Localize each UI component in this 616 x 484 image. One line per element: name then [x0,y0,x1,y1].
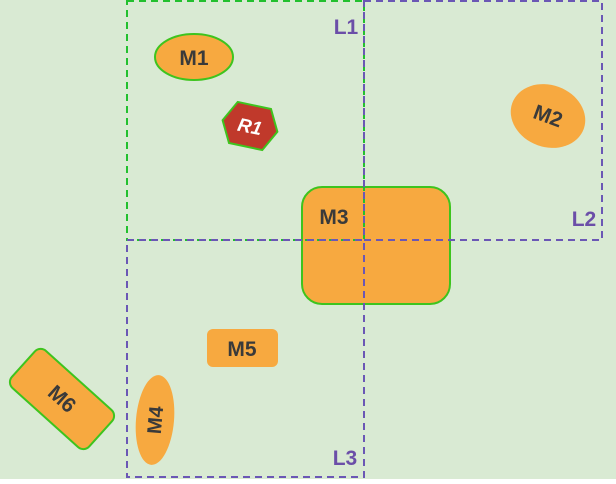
shape-m4[interactable] [132,374,178,467]
shape-m2[interactable] [502,74,595,158]
shape-m5[interactable] [207,329,278,367]
shape-m4-group: M4 [132,374,178,467]
shape-r1-group: R1 [218,100,282,153]
shape-m1[interactable] [154,33,234,81]
shape-m2-group: M2 [502,74,595,158]
shape-r1[interactable] [218,100,282,153]
shape-m3[interactable] [301,186,451,305]
shape-m6[interactable] [7,346,118,453]
region-l2 [363,0,603,241]
region-l3 [126,239,365,478]
label-m4: M4 [144,404,168,434]
label-m5: M5 [227,338,256,361]
label-l2: L2 [572,208,597,231]
shape-m6-group: M6 [7,346,118,453]
label-m1: M1 [179,47,208,70]
label-l1: L1 [334,16,359,39]
label-m3: M3 [319,206,348,229]
label-r1: R1 [236,115,264,141]
region-l1 [126,0,365,241]
label-l3: L3 [333,447,358,470]
